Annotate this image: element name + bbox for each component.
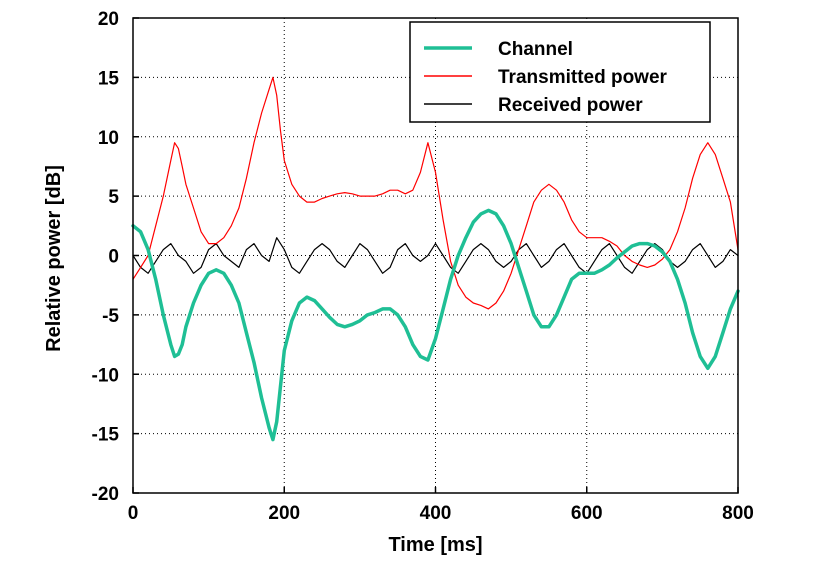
legend-label-0: Channel — [498, 39, 573, 60]
y-tick-label: -15 — [92, 425, 120, 446]
series-line-0 — [131, 208, 740, 442]
legend-label-2: Received power — [498, 95, 643, 116]
series-layer — [131, 76, 740, 442]
legend-items: Channel Transmitted power Received power — [424, 39, 668, 116]
x-tick-label: 200 — [268, 503, 300, 524]
legend-box — [409, 21, 711, 123]
y-tick-label: 15 — [98, 68, 120, 89]
legend: Channel Transmitted power Received power — [409, 21, 711, 123]
y-axis-label: Relative power [dB] — [43, 165, 65, 352]
x-tick-label: 800 — [722, 503, 754, 524]
x-axis-ticks: 0 200 400 600 800 — [128, 487, 754, 524]
y-tick-label: 0 — [108, 247, 119, 268]
y-tick-label: 10 — [98, 128, 119, 149]
x-tick-label: 400 — [420, 503, 452, 524]
grid — [133, 18, 738, 493]
y-tick-label: -5 — [102, 306, 119, 327]
y-tick-label: -20 — [92, 484, 119, 505]
y-tick-label: -10 — [92, 365, 119, 386]
x-tick-label: 600 — [571, 503, 603, 524]
x-tick-label: 0 — [128, 503, 139, 524]
legend-label-1: Transmitted power — [498, 67, 668, 88]
x-axis-label: Time [ms] — [388, 534, 482, 556]
y-axis-ticks: -20 -15 -10 -5 0 5 10 15 20 — [92, 9, 139, 505]
y-tick-label: 20 — [98, 9, 119, 30]
series-line-2 — [132, 237, 739, 274]
y-tick-label: 5 — [108, 187, 119, 208]
series-line-1 — [132, 76, 739, 310]
